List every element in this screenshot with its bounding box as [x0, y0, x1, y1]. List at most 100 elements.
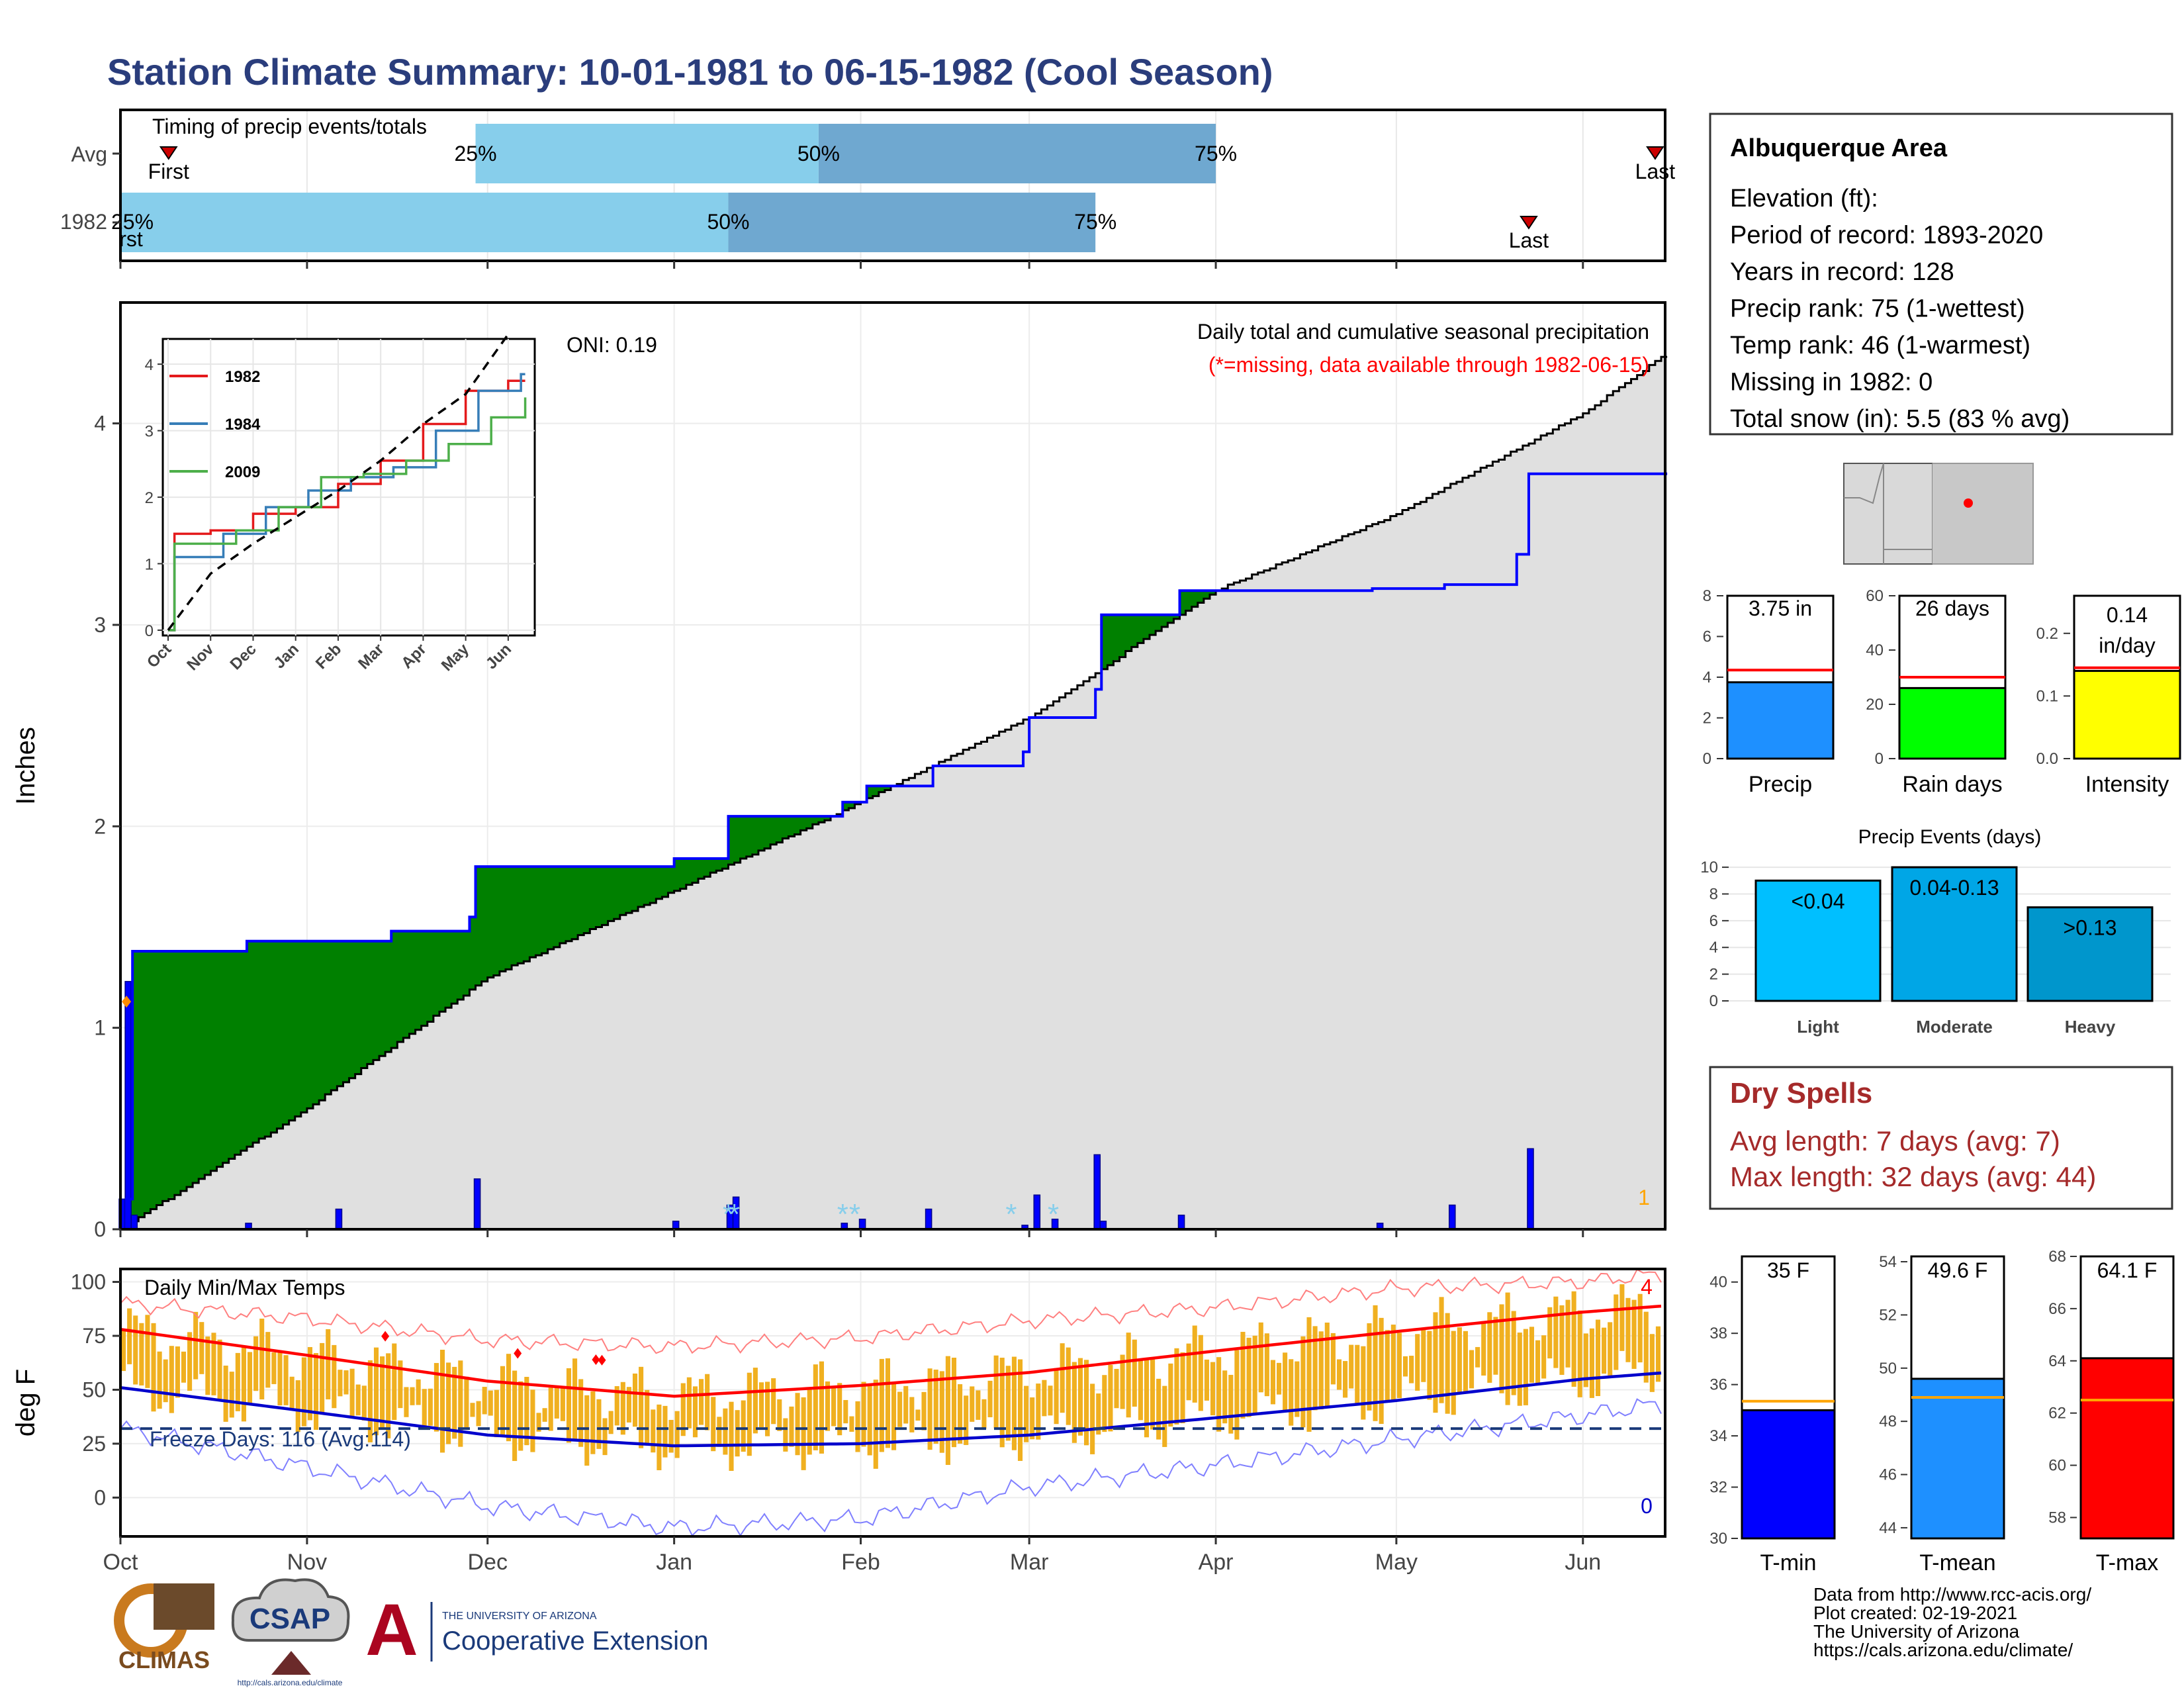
daily-temp-bar	[530, 1389, 535, 1452]
daily-temp-bar	[1132, 1339, 1137, 1407]
wet-area	[373, 941, 380, 1060]
tempbar-ytick: 38	[1709, 1325, 1727, 1342]
freeze-days-label: Freeze Days: 116 (Avg:114)	[150, 1427, 411, 1451]
daily-temp-bar	[1084, 1360, 1089, 1446]
wet-area	[770, 816, 777, 845]
precip-ytick: 1	[94, 1016, 106, 1040]
month-label: Jun	[1565, 1550, 1601, 1575]
avg-first-label: First	[148, 160, 189, 183]
wet-area	[866, 786, 874, 800]
wet-area	[1150, 614, 1156, 636]
tempbar-ytick: 66	[2048, 1300, 2066, 1318]
daily-temp-bar	[548, 1387, 553, 1431]
precip-subtitle: Daily total and cumulative seasonal prec…	[1197, 320, 1649, 344]
daily-temp-bar	[819, 1361, 824, 1454]
avg-bar-50-75	[818, 124, 1216, 183]
daily-temp-bar	[831, 1386, 837, 1427]
wet-area	[259, 941, 265, 1140]
daily-temp-bar	[416, 1379, 421, 1405]
average-cumulative-area	[120, 357, 1668, 1230]
daily-temp-bar	[464, 1376, 469, 1428]
daily-temp-bar	[151, 1323, 156, 1412]
wet-area	[445, 931, 452, 1008]
record-min-count: 0	[1641, 1494, 1653, 1518]
daily-temp-bar	[1168, 1363, 1173, 1427]
wet-area	[1179, 590, 1187, 616]
wet-area	[216, 951, 224, 1167]
wet-area	[283, 941, 290, 1124]
daily-temp-bar	[1373, 1305, 1378, 1421]
daily-temp-bar	[1457, 1327, 1462, 1393]
wet-area	[421, 931, 428, 1025]
footer-line: The University of Arizona	[1813, 1621, 2020, 1642]
temps-ytick: 50	[82, 1378, 106, 1401]
daily-precip-bar	[130, 1214, 138, 1230]
daily-temp-bar	[1246, 1337, 1251, 1417]
daily-temp-bar	[512, 1370, 518, 1462]
daily-temp-bar	[542, 1408, 547, 1422]
daily-temp-bar	[476, 1401, 481, 1427]
daily-temp-bar	[187, 1332, 193, 1391]
daily-temp-bar	[157, 1351, 162, 1409]
wet-area	[295, 941, 302, 1117]
tempbar-label: T-max	[2096, 1550, 2158, 1575]
daily-temp-bar	[1625, 1297, 1631, 1362]
month-label: Jan	[656, 1550, 692, 1575]
average-min-line	[120, 1371, 1662, 1448]
daily-temp-bar	[723, 1408, 728, 1455]
daily-temp-bar	[1427, 1331, 1432, 1400]
daily-temp-bar	[380, 1356, 385, 1430]
daily-temp-bar	[1608, 1322, 1613, 1376]
wet-area	[764, 816, 771, 848]
wet-area	[728, 816, 735, 865]
tempbar-ytick: 48	[1879, 1413, 1897, 1430]
wet-area	[1113, 614, 1120, 661]
wet-area	[180, 951, 187, 1190]
daily-temp-bar	[626, 1387, 631, 1423]
daily-temp-bar	[428, 1388, 433, 1426]
daily-temp-bar	[458, 1360, 463, 1447]
daily-temp-bar	[199, 1322, 205, 1374]
daily-temp-bar	[951, 1358, 957, 1448]
minibar-ytick: 0	[1703, 750, 1711, 768]
page-title: Station Climate Summary: 10-01-1981 to 0…	[107, 51, 1273, 93]
daily-temp-bar	[1234, 1350, 1240, 1440]
daily-temp-bar	[1361, 1346, 1366, 1420]
daily-temp-bar	[771, 1378, 776, 1425]
daily-temp-bar	[1343, 1361, 1348, 1398]
daily-temp-bar	[1138, 1360, 1143, 1421]
daily-temp-bar	[320, 1342, 325, 1413]
wet-area	[559, 867, 567, 945]
record-max-line	[120, 1268, 1662, 1354]
wet-area	[469, 917, 477, 991]
daily-temp-bar	[765, 1382, 770, 1436]
wet-area	[415, 931, 422, 1030]
daily-temp-bar	[488, 1390, 493, 1416]
wet-area	[234, 951, 242, 1155]
wet-area	[1125, 614, 1132, 653]
daily-temp-bar	[439, 1350, 445, 1453]
wet-area	[638, 867, 645, 908]
info-line: Temp rank: 46 (1-warmest)	[1730, 332, 2030, 359]
wet-area	[337, 941, 344, 1087]
event-bar-label: >0.13	[2064, 916, 2117, 940]
inset-legend-label: 2009	[225, 463, 260, 481]
wet-area	[818, 816, 825, 822]
minibar-ytick: 0	[1875, 750, 1884, 768]
daily-temp-bar	[813, 1364, 818, 1450]
daily-temp-bar	[993, 1355, 999, 1429]
daily-temp-bar	[1102, 1375, 1107, 1432]
timing-label: Timing of precip events/totals	[152, 115, 427, 138]
wet-area	[385, 941, 392, 1052]
daily-temp-bar	[1390, 1325, 1396, 1402]
daily-temp-bar	[1402, 1356, 1408, 1377]
daily-temp-bar	[326, 1329, 331, 1399]
wet-area	[313, 941, 320, 1104]
max-daily-marker	[122, 996, 132, 1008]
average-max-line	[120, 1304, 1662, 1398]
info-frame	[1709, 113, 2173, 436]
wet-area	[265, 941, 271, 1136]
y1982-last-label: Last	[1509, 228, 1549, 252]
